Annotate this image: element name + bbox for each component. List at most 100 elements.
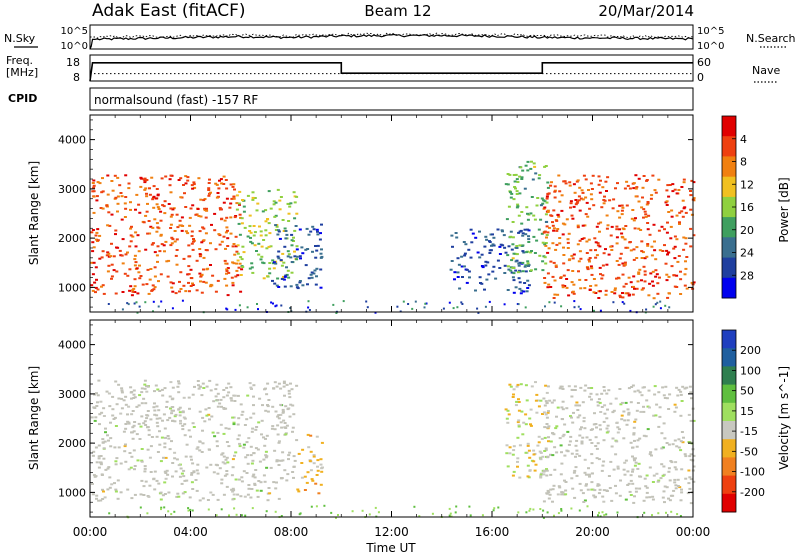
power-echo-cell — [520, 289, 524, 292]
velocity-echo-cell — [679, 393, 683, 396]
power-echo-cell — [305, 227, 309, 230]
power-echo-cell — [567, 294, 571, 297]
power-echo-cell — [155, 222, 159, 225]
power-echo-cell — [216, 279, 220, 282]
velocity-echo-cell — [232, 423, 236, 426]
power-echo-cell — [315, 228, 319, 231]
power-echo-cell — [191, 248, 195, 251]
power-echo-cell — [640, 279, 643, 282]
velocity-clutter-cell — [431, 512, 434, 515]
power-echo-cell — [267, 245, 271, 248]
power-echo-cell — [460, 265, 464, 268]
velocity-echo-cell — [201, 382, 205, 385]
power-echo-cell — [258, 225, 261, 228]
velocity-echo-cell — [303, 475, 307, 478]
velocity-echo-cell — [620, 418, 624, 421]
freq-tick-top: 18 — [66, 56, 80, 69]
velocity-echo-cell — [642, 410, 646, 413]
power-echo-cell — [463, 254, 467, 257]
power-echo-cell — [226, 237, 230, 240]
power-echo-cell — [538, 254, 542, 257]
velocity-echo-cell — [147, 495, 151, 498]
velocity-echo-cell — [192, 426, 196, 428]
velocity-echo-cell — [150, 436, 154, 438]
power-echo-cell — [553, 185, 557, 188]
velocity-clutter-cell — [529, 507, 532, 510]
power-clutter-cell — [107, 303, 110, 305]
power-echo-cell — [558, 190, 562, 193]
velocity-clutter-cell — [207, 508, 210, 511]
power-echo-cell — [541, 269, 545, 272]
power-echo-cell — [282, 230, 286, 232]
velocity-echo-cell — [198, 449, 202, 452]
power-echo-cell — [566, 238, 570, 241]
power-echo-cell — [517, 214, 521, 217]
velocity-echo-cell — [575, 439, 579, 442]
velocity-echo-cell — [667, 443, 671, 446]
velocity-echo-cell — [534, 463, 538, 466]
velocity-echo-cell — [278, 440, 281, 443]
power-echo-cell — [235, 208, 239, 211]
power-echo-cell — [539, 218, 543, 221]
velocity-echo-cell — [508, 452, 512, 455]
power-echo-cell — [248, 267, 252, 270]
power-echo-cell — [179, 271, 183, 274]
power-echo-cell — [94, 286, 98, 289]
power-echo-cell — [241, 266, 245, 268]
power-echo-cell — [267, 222, 271, 225]
velocity-echo-cell — [291, 426, 295, 429]
velocity-echo-cell — [629, 401, 633, 404]
power-echo-cell — [120, 218, 124, 221]
velocity-echo-cell — [99, 455, 103, 457]
velocity-echo-cell — [227, 382, 231, 385]
time-tick-label: 16:00 — [475, 525, 510, 539]
power-echo-cell — [518, 230, 522, 233]
colorbar-segment — [722, 475, 736, 495]
power-clutter-cell — [623, 302, 626, 305]
velocity-echo-cell — [163, 387, 167, 390]
velocity-echo-cell — [245, 472, 249, 474]
velocity-echo-cell — [231, 498, 235, 501]
velocity-echo-cell — [180, 472, 184, 475]
power-echo-cell — [541, 202, 545, 205]
power-echo-cell — [220, 182, 224, 185]
velocity-echo-cell — [109, 445, 113, 448]
power-echo-cell — [249, 231, 253, 234]
power-echo-cell — [597, 183, 601, 186]
power-echo-cell — [590, 198, 594, 201]
power-echo-cell — [579, 287, 583, 290]
velocity-clutter-cell — [244, 514, 247, 517]
velocity-echo-cell — [236, 394, 240, 397]
power-echo-cell — [107, 264, 111, 267]
power-echo-cell — [91, 289, 95, 292]
velocity-echo-cell — [115, 457, 119, 460]
power-echo-cell — [506, 254, 510, 257]
velocity-echo-cell — [282, 380, 286, 383]
velocity-echo-cell — [632, 432, 636, 435]
velocity-echo-cell — [163, 446, 167, 449]
power-echo-cell — [552, 297, 556, 299]
velocity-echo-cell — [159, 498, 163, 501]
velocity-echo-cell — [101, 441, 105, 444]
velocity-echo-cell — [578, 414, 582, 417]
velocity-echo-cell — [188, 407, 191, 410]
power-echo-cell — [520, 176, 524, 179]
power-echo-cell — [220, 240, 224, 243]
power-echo-cell — [505, 218, 509, 221]
velocity-echo-cell — [95, 392, 98, 395]
power-echo-cell — [679, 293, 683, 295]
velocity-echo-cell — [265, 434, 269, 437]
power-echo-cell — [295, 248, 299, 251]
velocity-clutter-cell — [532, 508, 535, 511]
power-echo-cell — [518, 244, 522, 247]
velocity-echo-cell — [319, 483, 323, 486]
power-echo-cell — [653, 249, 657, 252]
power-echo-cell — [516, 205, 520, 208]
velocity-echo-cell — [515, 400, 519, 403]
power-echo-cell — [537, 177, 541, 180]
power-echo-cell — [594, 284, 598, 287]
power-echo-cell — [546, 209, 550, 212]
power-echo-cell — [95, 278, 98, 281]
power-echo-cell — [558, 237, 562, 239]
power-echo-cell — [145, 283, 149, 286]
